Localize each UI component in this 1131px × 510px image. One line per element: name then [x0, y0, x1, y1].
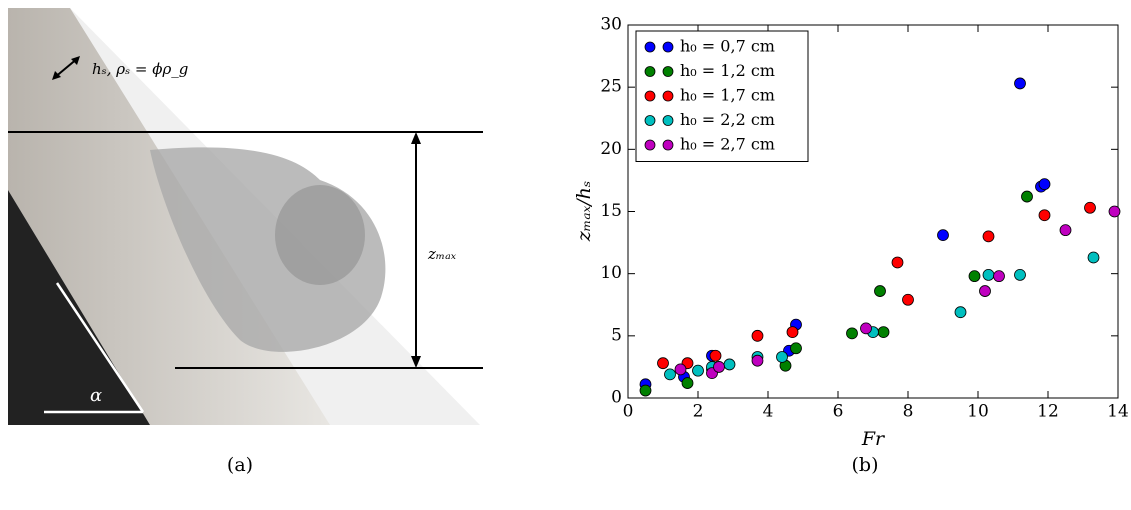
legend-marker — [662, 115, 674, 126]
y-tick-label: 5 — [611, 325, 622, 345]
x-tick-label: 4 — [763, 402, 774, 422]
legend-marker — [662, 66, 674, 77]
point — [860, 322, 872, 335]
point — [681, 377, 694, 389]
legend-label: h₀ = 0,7 cm — [680, 37, 775, 56]
angle-label: α — [90, 385, 102, 406]
point — [790, 342, 802, 355]
point — [891, 256, 904, 269]
point — [1084, 201, 1096, 214]
x-tick-label: 2 — [693, 402, 704, 422]
y-axis-label: zₘₐₓ/hₛ — [573, 181, 595, 243]
x-axis-label: Fr — [861, 428, 886, 450]
legend-marker — [662, 139, 674, 151]
height-label: zₘₐₓ — [427, 245, 457, 263]
thickness-label: hₛ, ρₛ = ϕρ_g — [92, 60, 188, 78]
x-tick-label: 0 — [623, 402, 634, 422]
caption: (a) — [227, 454, 253, 476]
point — [902, 293, 914, 306]
legend-marker — [644, 115, 656, 126]
point — [1087, 251, 1100, 264]
point — [1108, 205, 1121, 218]
legend-marker — [644, 41, 656, 53]
y-tick-label: 10 — [600, 263, 622, 283]
point — [664, 368, 676, 381]
point — [979, 285, 991, 297]
point — [1059, 224, 1072, 237]
y-tick-label: 25 — [600, 77, 622, 97]
caption: (b) — [852, 454, 879, 476]
y-tick-label: 15 — [600, 201, 622, 221]
point — [1014, 269, 1026, 281]
legend-label: h₀ = 1,7 cm — [680, 86, 775, 105]
y-tick-label: 20 — [600, 139, 622, 159]
point — [874, 285, 886, 297]
point — [1038, 209, 1051, 222]
point — [1014, 77, 1026, 90]
point — [954, 306, 967, 319]
point — [713, 361, 725, 373]
point — [709, 349, 722, 362]
point — [639, 384, 652, 397]
x-tick-label: 14 — [1107, 402, 1129, 422]
x-tick-label: 10 — [967, 402, 989, 422]
legend-marker — [644, 139, 656, 151]
x-tick-label: 8 — [903, 402, 914, 422]
point — [723, 358, 736, 371]
point — [982, 269, 995, 281]
photo: hₛ, ρₛ = ϕρ_g zₘₐₓ α — [8, 8, 483, 425]
x-tick-label: 6 — [833, 402, 844, 422]
legend-label: h₀ = 2,2 cm — [680, 110, 775, 129]
point — [751, 329, 764, 342]
point — [776, 351, 788, 363]
legend-label: h₀ = 2,7 cm — [680, 135, 775, 154]
point — [993, 270, 1005, 283]
legend-label: h₀ = 1,2 cm — [680, 61, 775, 80]
point — [657, 357, 669, 370]
x-tick-label: 12 — [1037, 402, 1059, 422]
point — [751, 354, 764, 367]
point — [982, 230, 995, 243]
point — [1021, 190, 1033, 203]
point — [692, 364, 704, 377]
legend-marker — [662, 41, 674, 53]
point — [674, 363, 687, 376]
legend-marker — [662, 90, 674, 102]
legend-marker — [644, 90, 656, 102]
point — [786, 326, 799, 339]
y-tick-label: 0 — [611, 388, 622, 408]
point — [846, 327, 858, 340]
y-tick-label: 30 — [600, 15, 622, 35]
point — [937, 229, 949, 242]
legend-marker — [644, 66, 656, 77]
point — [968, 270, 981, 283]
point — [1038, 178, 1051, 191]
point — [877, 326, 890, 339]
